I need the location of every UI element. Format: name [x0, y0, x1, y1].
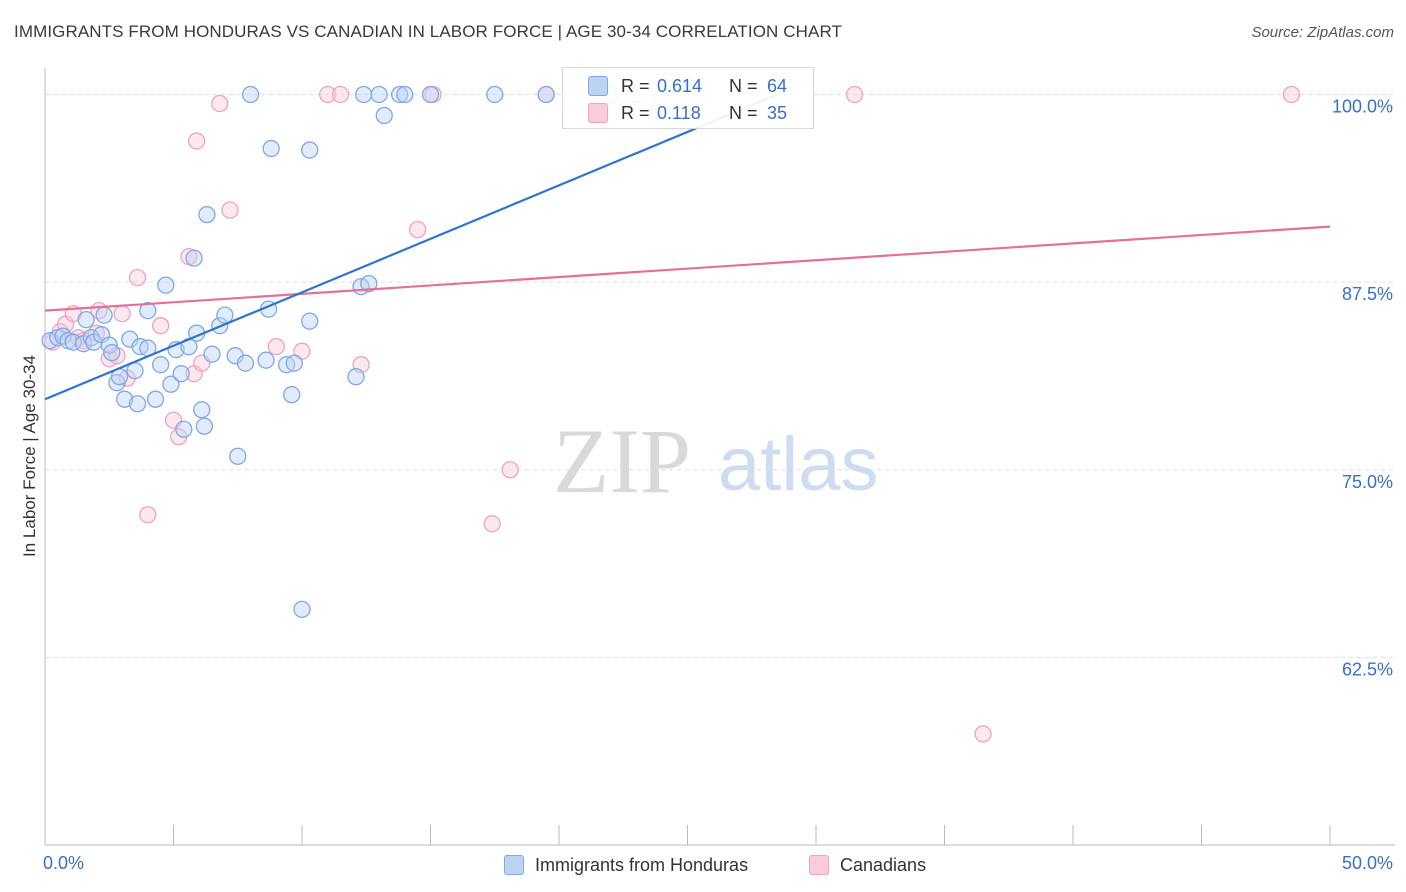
- legend-swatch-canadians: [809, 855, 829, 875]
- honduras-point: [355, 85, 373, 104]
- honduras-point: [396, 85, 414, 104]
- canadians-point: [139, 506, 157, 524]
- canadians-point: [293, 342, 311, 360]
- trend-lines: [44, 93, 1331, 401]
- honduras-point: [301, 141, 319, 159]
- y-axis-label: In Labor Force | Age 30-34: [20, 355, 39, 557]
- honduras-point: [301, 312, 319, 330]
- legend-row-canadians: R = 0.118 N = 35: [588, 100, 787, 126]
- tick-labels: 62.5% 75.0% 87.5% 100.0% 0.0% 50.0%: [43, 97, 1393, 873]
- y-tick-label: 62.5%: [1342, 659, 1393, 679]
- bottom-legend: Immigrants from Honduras Canadians: [0, 852, 1406, 878]
- canadians-point: [211, 94, 229, 113]
- r-label: R =: [621, 75, 650, 96]
- honduras-point: [236, 354, 255, 372]
- chart-title: IMMIGRANTS FROM HONDURAS VS CANADIAN IN …: [14, 22, 843, 41]
- canadians-point: [483, 515, 501, 533]
- n-label: N =: [729, 102, 758, 123]
- honduras-point: [537, 85, 555, 104]
- legend-swatch-canadians: [588, 103, 608, 123]
- honduras-point: [77, 311, 95, 329]
- honduras-point: [375, 106, 393, 125]
- honduras-point: [421, 85, 440, 104]
- honduras-point: [103, 344, 121, 362]
- honduras-point: [139, 302, 157, 320]
- legend-swatch-honduras: [588, 76, 608, 96]
- canadians-point: [187, 132, 206, 150]
- honduras-trend-line: [44, 93, 778, 401]
- honduras-point: [241, 85, 260, 104]
- honduras-point: [262, 139, 280, 158]
- r-value: 0.118: [657, 102, 701, 123]
- honduras-point: [185, 249, 203, 267]
- x-tick-label: 0.0%: [43, 853, 84, 873]
- canadians-point: [501, 461, 519, 479]
- honduras-point: [195, 417, 213, 435]
- honduras-point: [360, 274, 378, 293]
- n-label: N =: [729, 75, 758, 96]
- honduras-point: [391, 85, 409, 104]
- honduras-point: [146, 390, 165, 408]
- honduras-point: [293, 600, 311, 618]
- chart-source: Source: ZipAtlas.com: [1251, 24, 1394, 41]
- honduras-point: [151, 356, 170, 374]
- honduras-point: [175, 420, 193, 438]
- legend-label-honduras: Immigrants from Honduras: [535, 854, 749, 875]
- honduras-point: [347, 368, 365, 386]
- honduras-points: [41, 85, 645, 618]
- legend-item-honduras[interactable]: Immigrants from Honduras: [504, 852, 748, 878]
- honduras-point: [128, 395, 147, 413]
- canadians-trend-line: [44, 225, 1331, 312]
- watermark-atlas: atlas: [718, 422, 879, 507]
- legend-swatch-honduras: [504, 855, 524, 875]
- honduras-point: [370, 85, 388, 104]
- honduras-point: [172, 365, 190, 383]
- canadians-point: [151, 317, 170, 335]
- y-tick-label: 87.5%: [1342, 284, 1393, 304]
- canadians-point: [128, 268, 147, 287]
- r-label: R =: [621, 102, 650, 123]
- correlation-legend-box: R = 0.614 N = 64 R = 0.118 N = 35: [562, 67, 814, 129]
- honduras-point: [157, 276, 175, 294]
- canadians-point: [267, 338, 285, 356]
- honduras-point: [193, 401, 211, 419]
- canadians-point: [221, 201, 239, 219]
- honduras-point: [203, 345, 221, 363]
- canadians-point: [1282, 85, 1301, 104]
- honduras-point: [257, 351, 275, 369]
- canadians-point: [331, 85, 350, 104]
- honduras-point: [162, 375, 180, 393]
- watermark: ZIP atlas: [553, 410, 879, 512]
- y-tick-label: 100.0%: [1332, 97, 1393, 117]
- honduras-point: [198, 205, 216, 224]
- canadians-point: [845, 85, 864, 104]
- n-value: 35: [767, 102, 788, 123]
- canadians-point: [974, 725, 992, 743]
- x-tick-label: 50.0%: [1342, 853, 1393, 873]
- canadians-point: [408, 220, 427, 239]
- r-value: 0.614: [657, 75, 703, 96]
- honduras-point: [486, 85, 504, 104]
- legend-item-canadians[interactable]: Canadians: [809, 852, 926, 878]
- grid-lines: [45, 94, 1395, 658]
- honduras-point: [95, 306, 113, 324]
- watermark-zip: ZIP: [553, 410, 691, 512]
- legend-row-honduras: R = 0.614 N = 64: [588, 73, 787, 99]
- canadians-point: [113, 305, 131, 323]
- canadians-point: [319, 85, 337, 104]
- honduras-point: [116, 390, 134, 408]
- n-value: 64: [767, 75, 788, 96]
- honduras-point: [229, 447, 247, 465]
- honduras-point: [285, 354, 303, 372]
- legend-label-canadians: Canadians: [840, 854, 927, 875]
- y-tick-label: 75.0%: [1342, 472, 1393, 492]
- honduras-point: [216, 306, 234, 324]
- axes: [44, 68, 1395, 846]
- honduras-point: [283, 386, 301, 404]
